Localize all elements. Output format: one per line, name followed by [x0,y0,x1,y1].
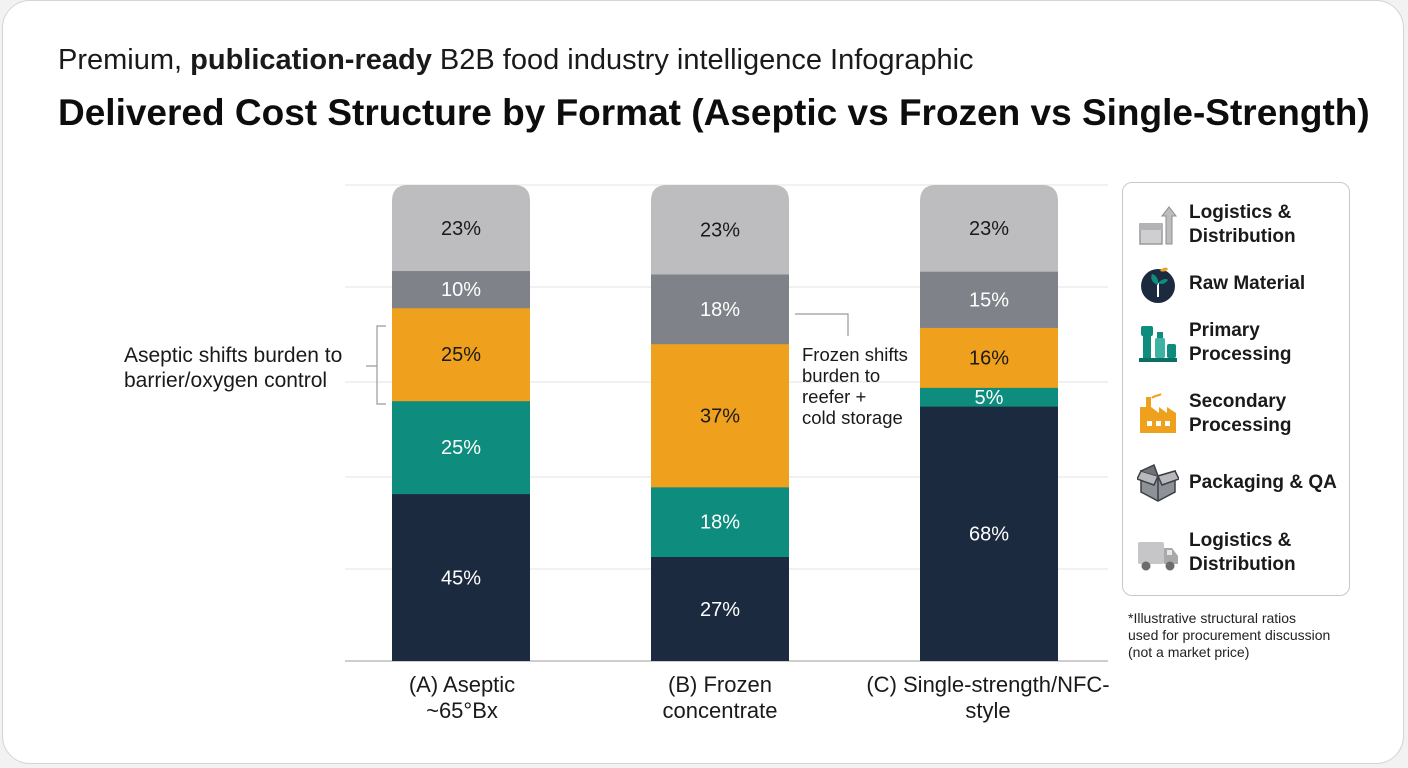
bar-stack-b-frozen-concentrate [651,185,789,661]
frozen-annotation: Frozen shifts burden to reefer + cold stor… [802,344,908,428]
data-label: 68% [969,524,1009,546]
bar-segment [651,486,789,558]
bar-segment [392,307,530,402]
aseptic-annotation: Aseptic shifts burden to barrier/oxygen c… [124,344,343,392]
legend-item-logistics: Logistics & Distribution [1123,197,1349,253]
legend-item-primary-processing: Primary Processing [1123,315,1349,371]
bar-segment [920,271,1058,328]
bar-segment [651,556,789,661]
legend-item-logistics-truck: Logistics & Distribution [1123,525,1349,581]
data-label: 18% [700,512,740,534]
bar-segment [651,185,789,275]
data-label: 45% [441,567,481,589]
data-label: 16% [969,347,1009,369]
bar-segment [392,493,530,661]
category-label-b: (B) Frozen concentrate [662,672,778,723]
category-label-a: (A) Aseptic ~65°Bx [408,672,516,723]
frozen-leader-line [795,313,849,336]
bar-segment [392,185,530,272]
data-label: 23% [441,218,481,240]
bar-segment [392,270,530,309]
subtitle: Premium, publication-ready B2B food indu… [58,44,974,76]
legend-item-secondary-processing: Secondary Processing [1123,386,1349,442]
bar-stack-a-aseptic-65-bx [392,185,530,661]
open-box-icon [1137,463,1179,502]
bar-segment [651,274,789,345]
legend-item-packaging: Packaging & QA [1123,455,1349,511]
footnote: *Illustrative structural ratios used for … [1128,610,1331,660]
data-label: 18% [700,299,740,321]
data-label: 23% [700,220,740,242]
data-label: 25% [441,437,481,459]
legend-item-raw-material: Raw Material [1123,256,1349,312]
bar-stack-c-single-strength-nfc-style [920,185,1058,661]
data-label: 27% [700,599,740,621]
data-label: 15% [969,289,1009,311]
data-label: 25% [441,344,481,366]
category-label-c: (C) Single-strength/NFC-style [866,672,1110,723]
truck-icon [1138,542,1178,571]
data-label: 37% [700,405,740,427]
bar-segment [920,327,1058,388]
aseptic-bracket [366,325,386,405]
legend: Logistics & Distribution Raw Material Pri… [1122,182,1350,596]
bar-segment [920,185,1058,272]
processing-plant-icon [1139,326,1177,362]
data-label: 5% [975,387,1004,409]
bar-segment [920,406,1058,661]
data-label: 10% [441,279,481,301]
box-arrow-icon [1139,206,1178,245]
chart-title: Delivered Cost Structure by Format (Asep… [58,92,1370,133]
bar-segment [651,343,789,488]
data-label: 23% [969,218,1009,240]
fruit-icon [1141,267,1175,303]
bar-segment [920,387,1058,407]
bar-segment [392,400,530,495]
factory-icon [1140,393,1176,433]
